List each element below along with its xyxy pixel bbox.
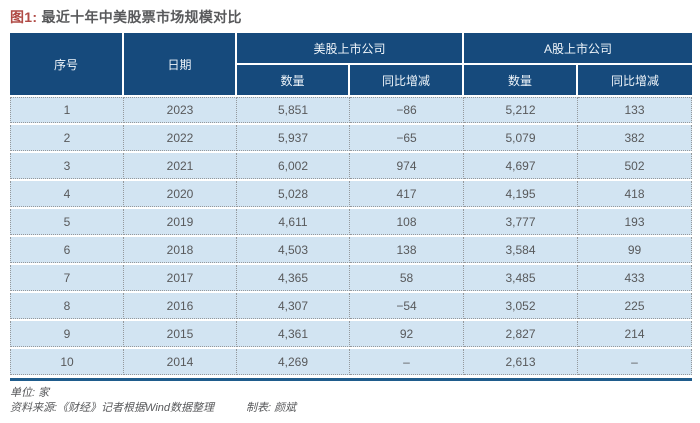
cell-year: 2016 [124, 293, 237, 319]
table-row: 8 2016 4,307 −54 3,052 225 [10, 293, 693, 319]
header-a-yoy: 同比增减 [578, 65, 693, 95]
cell-us_yoy: 92 [350, 321, 465, 347]
figure-number: 图1: [10, 9, 38, 25]
cell-year: 2014 [124, 349, 237, 375]
cell-a_qty: 2,827 [464, 321, 579, 347]
header-group-row: 序号 日期 美股上市公司 A股上市公司 [10, 33, 693, 95]
cell-us_qty: 6,002 [237, 153, 350, 179]
cell-year: 2015 [124, 321, 237, 347]
cell-no: 10 [10, 349, 124, 375]
cell-year: 2021 [124, 153, 237, 179]
cell-year: 2020 [124, 181, 237, 207]
comparison-table: 序号 日期 美股上市公司 A股上市公司 数量 同比增减 数量 同比增减 1 202… [10, 31, 693, 377]
table-header: 序号 日期 美股上市公司 A股上市公司 数量 同比增减 数量 同比增减 [10, 33, 693, 95]
cell-us_yoy: −65 [350, 125, 465, 151]
cell-a_qty: 4,697 [464, 153, 579, 179]
cell-us_qty: 5,937 [237, 125, 350, 151]
header-date: 日期 [124, 33, 237, 95]
unit-note: 单位: 家 [10, 387, 50, 399]
cell-us_yoy: 417 [350, 181, 465, 207]
cell-year: 2022 [124, 125, 237, 151]
header-index: 序号 [10, 33, 124, 95]
cell-us_qty: 4,503 [237, 237, 350, 263]
table-bottom-rule [10, 378, 692, 381]
table-row: 4 2020 5,028 417 4,195 418 [10, 181, 693, 207]
cell-a_yoy: 214 [578, 321, 693, 347]
cell-us_yoy: 138 [350, 237, 465, 263]
cell-year: 2023 [124, 97, 237, 123]
cell-a_yoy: 99 [578, 237, 693, 263]
cell-year: 2018 [124, 237, 237, 263]
cell-a_qty: 5,079 [464, 125, 579, 151]
cell-us_qty: 4,307 [237, 293, 350, 319]
figure-footer: 单位: 家 资料来源:《财经》记者根据Wind数据整理 制表: 颜斌 [10, 386, 692, 416]
header-us-qty: 数量 [237, 65, 350, 95]
cell-us_qty: 5,028 [237, 181, 350, 207]
cell-us_qty: 4,361 [237, 321, 350, 347]
figure-title-text: 最近十年中美股票市场规模对比 [37, 9, 242, 25]
cell-us_yoy: −54 [350, 293, 465, 319]
figure-title: 图1: 最近十年中美股票市场规模对比 [10, 8, 692, 27]
header-us-group: 美股上市公司 [237, 33, 465, 63]
cell-year: 2017 [124, 265, 237, 291]
source-line: 资料来源:《财经》记者根据Wind数据整理 制表: 颜斌 [10, 401, 692, 416]
cell-a_qty: 3,485 [464, 265, 579, 291]
cell-a_qty: 2,613 [464, 349, 579, 375]
cell-us_yoy: −86 [350, 97, 465, 123]
cell-a_qty: 3,777 [464, 209, 579, 235]
cell-a_yoy: – [578, 349, 693, 375]
cell-a_yoy: 382 [578, 125, 693, 151]
table-row: 1 2023 5,851 −86 5,212 133 [10, 97, 693, 123]
cell-a_yoy: 193 [578, 209, 693, 235]
cell-a_yoy: 225 [578, 293, 693, 319]
cell-a_qty: 3,052 [464, 293, 579, 319]
header-sub-row: 数量 同比增减 数量 同比增减 [10, 65, 693, 95]
cell-no: 2 [10, 125, 124, 151]
cell-a_qty: 5,212 [464, 97, 579, 123]
table-row: 7 2017 4,365 58 3,485 433 [10, 265, 693, 291]
cell-us_yoy: 58 [350, 265, 465, 291]
cell-a_yoy: 433 [578, 265, 693, 291]
cell-no: 4 [10, 181, 124, 207]
cell-us_yoy: – [350, 349, 465, 375]
cell-a_qty: 3,584 [464, 237, 579, 263]
cell-no: 8 [10, 293, 124, 319]
cell-no: 6 [10, 237, 124, 263]
table-body: 1 2023 5,851 −86 5,212 133 2 2022 5,937 −65 5,079 3… [10, 97, 693, 375]
cell-no: 9 [10, 321, 124, 347]
cell-us_yoy: 974 [350, 153, 465, 179]
cell-us_qty: 4,269 [237, 349, 350, 375]
source-note: 资料来源:《财经》记者根据Wind数据整理 [10, 402, 215, 414]
table-row: 5 2019 4,611 108 3,777 193 [10, 209, 693, 235]
table-row: 10 2014 4,269–2,613– [10, 349, 693, 375]
table-row: 2 2022 5,937 −65 5,079 382 [10, 125, 693, 151]
cell-no: 3 [10, 153, 124, 179]
table-row: 3 2021 6,002 974 4,697 502 [10, 153, 693, 179]
header-a-group: A股上市公司 [464, 33, 693, 63]
table-row: 9 2015 4,361 92 2,827 214 [10, 321, 693, 347]
cell-no: 5 [10, 209, 124, 235]
table-row: 6 2018 4,503 138 3,584 99 [10, 237, 693, 263]
header-us-yoy: 同比增减 [350, 65, 465, 95]
cell-us_yoy: 108 [350, 209, 465, 235]
cell-a_qty: 4,195 [464, 181, 579, 207]
cell-year: 2019 [124, 209, 237, 235]
cell-no: 1 [10, 97, 124, 123]
cell-no: 7 [10, 265, 124, 291]
creator-note: 制表: 颜斌 [246, 402, 297, 414]
header-a-qty: 数量 [464, 65, 579, 95]
cell-a_yoy: 502 [578, 153, 693, 179]
cell-us_qty: 4,611 [237, 209, 350, 235]
cell-us_qty: 5,851 [237, 97, 350, 123]
cell-a_yoy: 418 [578, 181, 693, 207]
cell-a_yoy: 133 [578, 97, 693, 123]
cell-us_qty: 4,365 [237, 265, 350, 291]
